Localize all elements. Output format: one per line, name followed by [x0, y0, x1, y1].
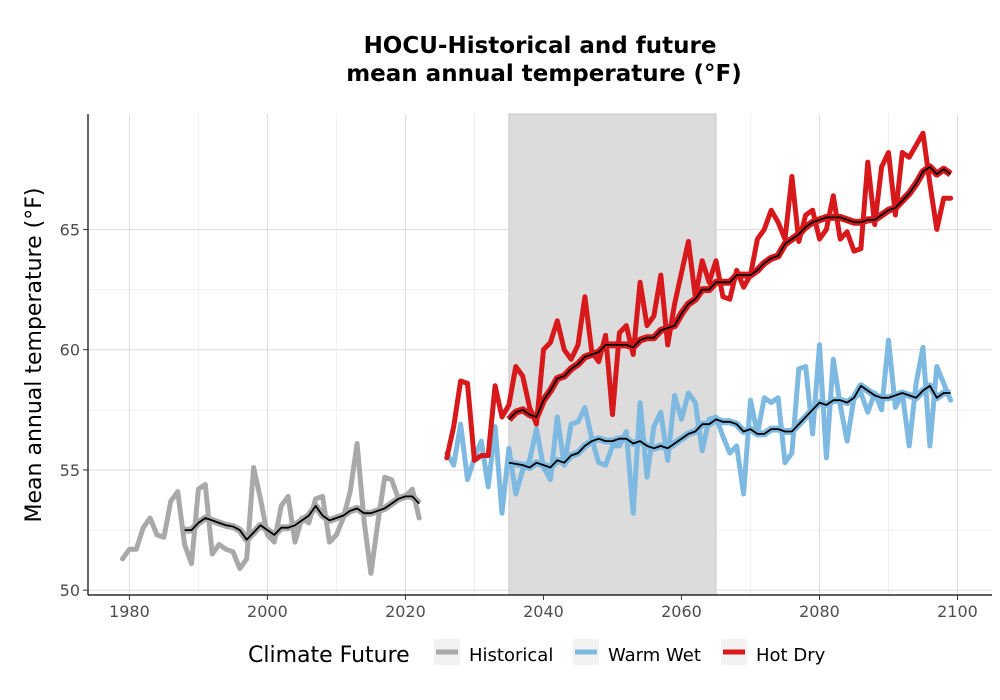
chart-subtitle: mean annual temperature (°F)	[346, 61, 742, 87]
reference-period-band	[508, 113, 717, 596]
x-tick-label: 1980	[109, 602, 150, 621]
series-group	[120, 130, 954, 576]
x-tick-label: 2000	[247, 602, 288, 621]
legend-label-warm-wet: Warm Wet	[608, 645, 701, 666]
y-tick-label: 65	[60, 220, 80, 239]
legend-label-historical: Historical	[469, 645, 553, 666]
x-tick-label: 2100	[937, 602, 978, 621]
axes: 1980 2000 2020 2040 2060 2080 2100 50 55 60 65	[60, 114, 992, 621]
x-tick-label: 2080	[799, 602, 840, 621]
smooth-line-warm-wet	[508, 384, 951, 469]
chart-title: HOCU-Historical and future	[364, 33, 717, 59]
smooth-line-historical	[184, 495, 420, 541]
x-tick-label: 2060	[661, 602, 702, 621]
y-axis-label: Mean annual temperature (°F)	[22, 188, 47, 523]
x-tick-label: 2040	[523, 602, 564, 621]
series-line-historical	[120, 441, 422, 576]
series-line-hot-dry	[444, 130, 954, 463]
legend-label-hot-dry: Hot Dry	[756, 645, 826, 666]
y-tick-label: 55	[60, 461, 80, 480]
y-tick-label: 60	[60, 341, 80, 360]
smooth-line-hot-dry	[508, 165, 952, 421]
legend: Climate Future Historical Warm Wet Hot Dry	[248, 639, 826, 668]
reference-period-rect	[508, 113, 717, 596]
legend-title: Climate Future	[248, 643, 410, 668]
x-tick-label: 2020	[385, 602, 426, 621]
y-tick-label: 50	[60, 581, 80, 600]
smooth-halo-historical	[184, 492, 422, 544]
